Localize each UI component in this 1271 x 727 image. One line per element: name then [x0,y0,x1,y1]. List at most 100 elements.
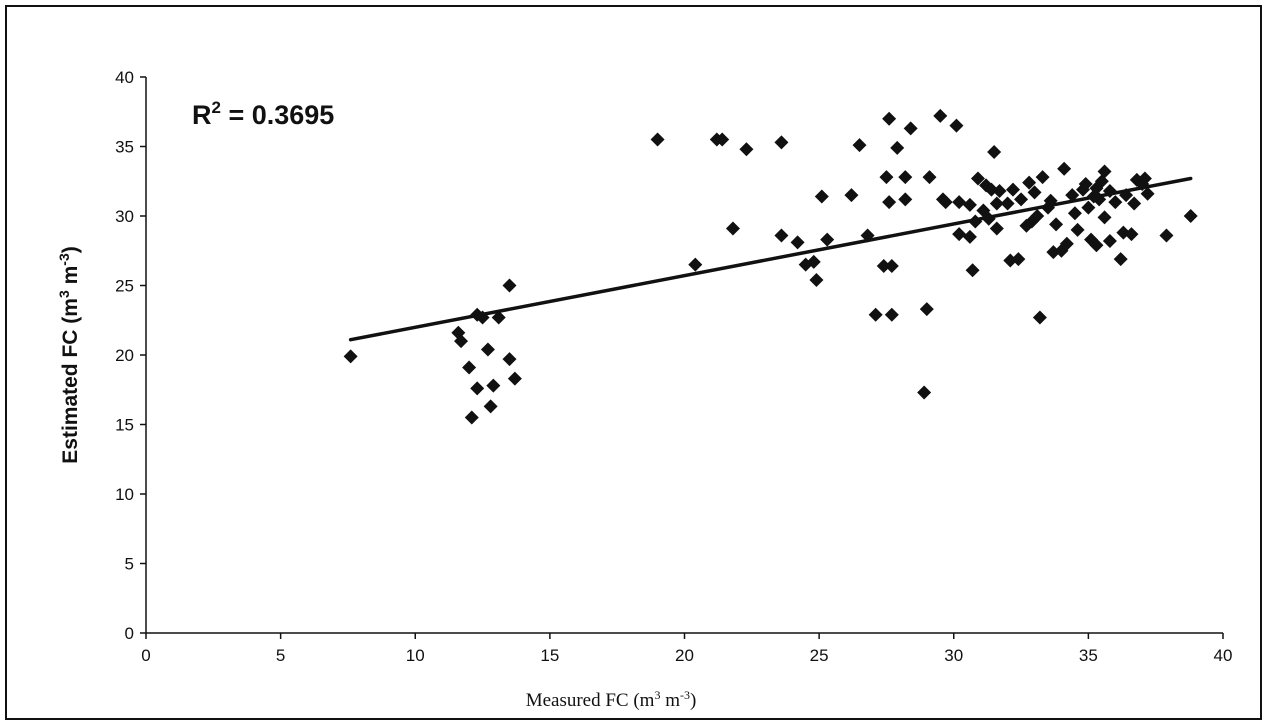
data-point [949,118,964,133]
data-point [1108,195,1123,210]
y-tick-label: 35 [115,138,134,157]
data-point [933,108,948,123]
data-point [1027,185,1042,200]
r-squared-annotation: R2 = 0.3695 [192,98,334,130]
data-point [507,371,522,386]
x-tick-label: 0 [141,646,150,665]
y-tick-label: 25 [115,277,134,296]
data-point [903,121,918,136]
data-point [343,349,358,364]
data-point [820,232,835,247]
data-point [917,385,932,400]
data-point [1014,192,1029,207]
data-point [898,170,913,185]
y-axis-label: Estimated FC (m3 m-3) [56,246,82,463]
data-point [992,183,1007,198]
data-point [806,254,821,269]
data-point [1005,182,1020,197]
x-axis-label: Measured FC (m3 m-3) [526,688,697,711]
data-point [1022,175,1037,190]
data-point [981,211,996,226]
y-tick-label: 20 [115,346,134,365]
data-point [1113,252,1128,267]
data-point [1030,209,1045,223]
data-point [962,197,977,212]
data-point [989,196,1004,211]
data-point [774,228,789,243]
axes [145,77,1223,634]
x-tick-label: 35 [1079,646,1098,665]
y-tick-label: 10 [115,485,134,504]
data-point [739,142,754,157]
data-point [809,272,824,287]
data-point [879,170,894,185]
data-point [1094,174,1109,189]
data-point [1124,227,1139,242]
data-point [650,132,665,147]
x-tick-label: 15 [540,646,559,665]
data-point [486,378,501,393]
data-point [814,189,829,204]
data-point [1000,196,1015,211]
data-point [1127,196,1142,211]
data-point [868,307,883,322]
data-point [1032,310,1047,325]
data-point [1011,252,1026,267]
data-point [938,195,953,210]
data-point [919,302,934,317]
data-point [882,195,897,210]
chart-frame [5,5,1262,720]
data-point [884,307,899,322]
data-point [454,334,469,349]
data-point [1059,236,1074,251]
data-point [483,399,498,414]
x-ticks: 0 5 10 15 20 25 30 35 40 [141,633,1232,665]
data-point [952,195,967,210]
data-point [898,192,913,207]
data-point [1065,188,1080,203]
data-point [1137,171,1152,186]
data-point [844,188,859,203]
data-point [890,140,905,155]
data-point [774,135,789,150]
data-point [882,111,897,126]
data-points [343,108,1198,425]
data-point [480,342,495,357]
data-point [922,170,937,185]
y-ticks: 0 5 10 15 20 25 30 35 40 [115,68,146,643]
data-point [1102,183,1117,198]
data-point [1078,177,1093,192]
data-point [1057,161,1072,176]
data-point [965,263,980,278]
data-point [1097,210,1112,225]
data-point [725,221,740,236]
data-point [1140,186,1155,201]
data-point [790,235,805,250]
data-point [987,145,1002,160]
data-point [1092,192,1107,207]
data-point [491,310,506,325]
x-tick-label: 40 [1214,646,1233,665]
data-point [968,214,983,229]
data-point [876,259,891,274]
data-point [860,228,875,243]
data-point [502,352,517,367]
y-tick-label: 30 [115,207,134,226]
data-point [1035,170,1050,185]
x-tick-label: 30 [944,646,963,665]
x-tick-label: 25 [810,646,829,665]
data-point [970,171,985,186]
data-point [1043,193,1058,208]
data-point [1119,188,1134,203]
data-point [1159,228,1174,243]
data-point [1081,200,1096,215]
data-point [989,221,1004,236]
data-point [464,410,479,425]
y-tick-label: 40 [115,68,134,87]
data-point [852,138,867,153]
data-point [688,257,703,272]
x-tick-label: 10 [406,646,425,665]
x-tick-label: 20 [675,646,694,665]
data-point [1183,209,1198,223]
